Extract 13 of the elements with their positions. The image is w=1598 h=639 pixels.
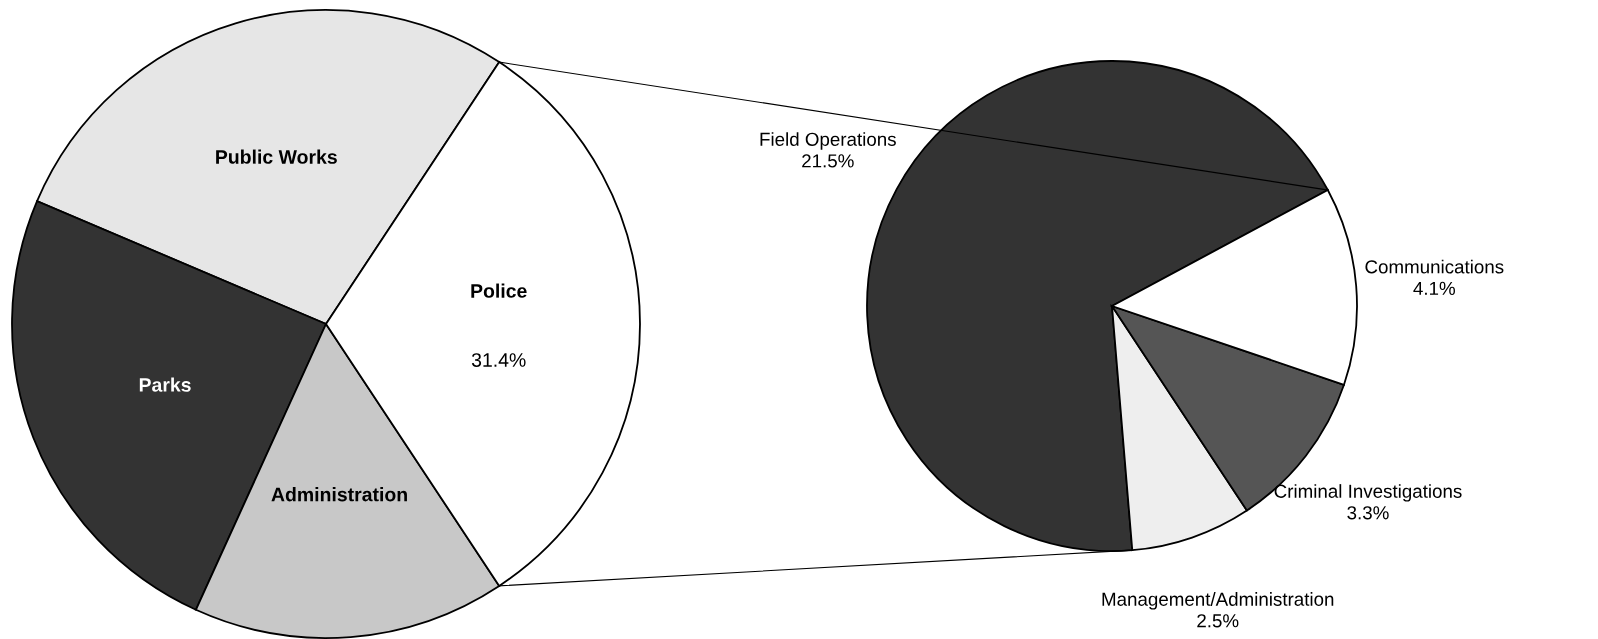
slice-label: Management/Administration <box>1102 592 1334 610</box>
slice-label: Field Operations <box>760 132 896 150</box>
data-label: 2.5% <box>1197 614 1239 628</box>
slice-label: Parks <box>139 377 191 392</box>
data-label: 3.3% <box>1347 506 1389 520</box>
data-label: 4.1% <box>1413 281 1455 295</box>
slice-label: Public Works <box>216 149 337 164</box>
slice-label: Police <box>471 283 527 298</box>
slice-label: Criminal Investigations <box>1274 484 1462 502</box>
data-label: 31.4% <box>471 353 526 367</box>
slice-label: Administration <box>271 487 407 502</box>
slice-label: Communications <box>1365 259 1504 274</box>
data-label: 21.5% <box>802 154 854 168</box>
